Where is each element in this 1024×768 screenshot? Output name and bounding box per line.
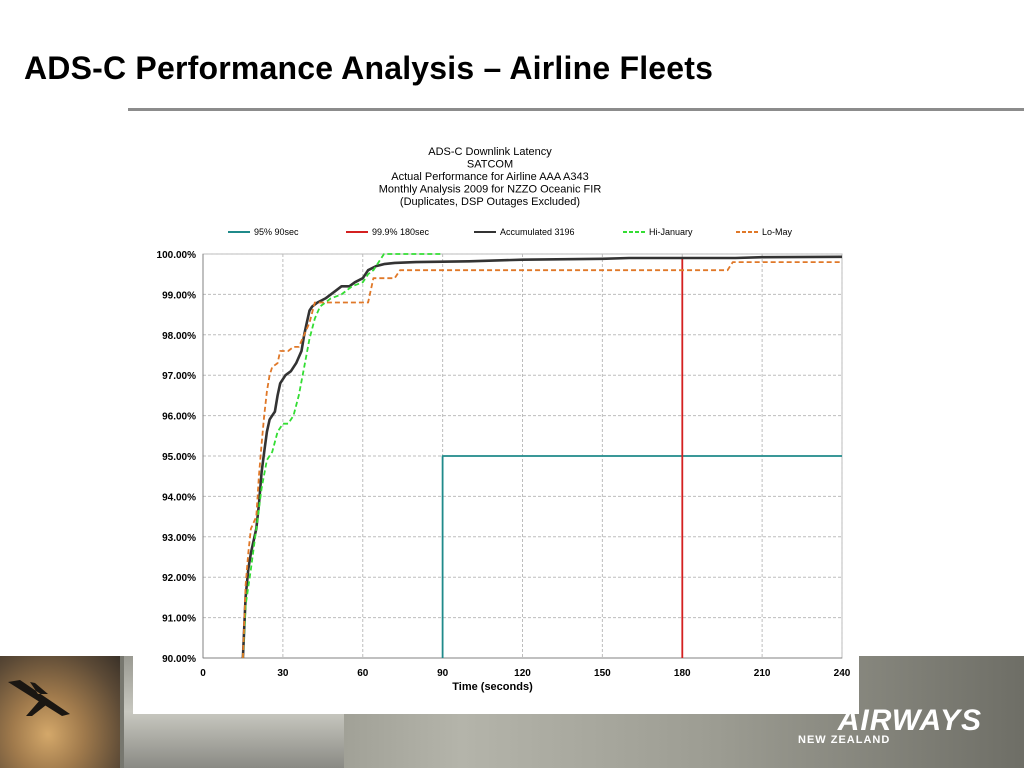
chart-title-line: Actual Performance for Airline AAA A343 (391, 171, 589, 183)
x-tick-label: 180 (674, 668, 691, 679)
series-line (441, 455, 842, 658)
airways-logo: AIRWAYS NEW ZEALAND (798, 704, 1008, 752)
y-tick-label: 91.00% (162, 614, 196, 625)
y-tick-label: 97.00% (162, 371, 196, 382)
y-tick-label: 99.00% (162, 290, 196, 301)
legend-label: 95% 90sec (254, 227, 299, 237)
x-tick-label: 30 (277, 668, 289, 679)
series-line (241, 255, 843, 659)
y-tick-label: 98.00% (162, 331, 196, 342)
x-axis-title: Time (seconds) (452, 681, 533, 693)
series-line (242, 261, 842, 659)
legend-label: Hi-January (649, 227, 693, 237)
logo-word: AIRWAYS (837, 704, 982, 737)
x-tick-label: 150 (594, 668, 611, 679)
x-tick-label: 90 (437, 668, 449, 679)
slide-title: ADS-C Performance Analysis – Airline Fle… (24, 50, 714, 86)
chart-title-line: Monthly Analysis 2009 for NZZO Oceanic F… (379, 184, 602, 196)
y-tick-label: 95.00% (162, 452, 196, 463)
legend-label: Accumulated 3196 (500, 227, 575, 237)
legend-label: 99.9% 180sec (372, 227, 430, 237)
y-tick-label: 90.00% (162, 654, 196, 665)
series-line (242, 253, 443, 659)
y-tick-label: 93.00% (162, 533, 196, 544)
title-rule (128, 108, 1024, 111)
x-tick-label: 120 (514, 668, 531, 679)
airplane-icon (8, 680, 70, 716)
y-tick-label: 92.00% (162, 573, 196, 584)
chart-title-line: SATCOM (467, 159, 513, 171)
x-tick-label: 240 (834, 668, 851, 679)
y-tick-label: 100.00% (157, 250, 197, 261)
y-tick-label: 94.00% (162, 492, 196, 503)
x-tick-label: 60 (357, 668, 369, 679)
chart-title-line: (Duplicates, DSP Outages Excluded) (400, 196, 580, 208)
y-tick-label: 96.00% (162, 412, 196, 423)
chart-panel: ADS-C Downlink Latency SATCOM Actual Perfo… (133, 131, 859, 714)
x-tick-label: 0 (200, 668, 206, 679)
footer-photo-airplane (0, 656, 120, 768)
logo-subtitle: NEW ZEALAND (798, 734, 891, 746)
legend-label: Lo-May (762, 227, 793, 237)
chart-title-line: ADS-C Downlink Latency (428, 146, 552, 158)
x-tick-label: 210 (754, 668, 771, 679)
